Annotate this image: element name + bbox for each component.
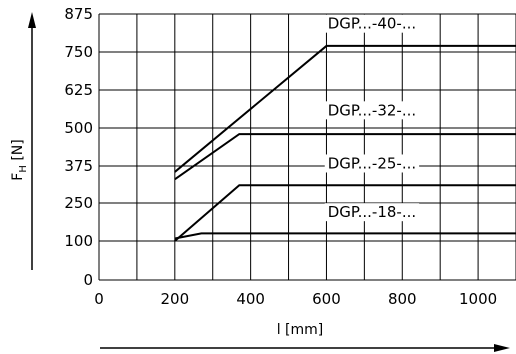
- series-line-3: [174, 232, 516, 240]
- x-axis-label: l [mm]: [277, 322, 324, 338]
- series-label-2: DGP...-25-...: [328, 154, 416, 172]
- y-tick-label: 625: [64, 81, 93, 99]
- y-tick-label: 375: [64, 157, 93, 175]
- series-line-1: [174, 133, 516, 181]
- curves: [174, 44, 516, 242]
- series-labels: DGP...-40-... DGP...-32-... DGP...-25-... D…: [324, 14, 420, 222]
- x-tick-label: 400: [236, 290, 265, 308]
- series-line-0: [174, 44, 516, 173]
- series-label-1: DGP...-32-...: [328, 101, 416, 119]
- x-tick-label: 1000: [459, 290, 497, 308]
- y-axis-arrow: [28, 12, 36, 270]
- y-tick-label: 100: [64, 232, 93, 250]
- y-axis-label: FH [N]: [10, 139, 29, 180]
- series-label-backdrop: [324, 154, 420, 173]
- x-tick-label: 800: [388, 290, 417, 308]
- x-tick-label: 0: [94, 290, 104, 308]
- series-label-3: DGP...-18-...: [328, 203, 416, 221]
- x-tick-label: 600: [312, 290, 341, 308]
- series-label-backdrop: [324, 14, 420, 33]
- x-axis-arrow: [100, 344, 510, 352]
- tick-labels: 0 100 250 375 500 625 750 875 0 200 400 600 800 1000: [64, 5, 497, 308]
- y-tick-label: 750: [64, 43, 93, 61]
- x-tick-label: 200: [160, 290, 189, 308]
- y-tick-label: 875: [64, 5, 93, 23]
- series-label-backdrop: [324, 203, 420, 222]
- series-label-0: DGP...-40-...: [328, 15, 416, 33]
- y-tick-label: 500: [64, 119, 93, 137]
- series-label-backdrop: [324, 101, 420, 120]
- grid: [98, 13, 516, 281]
- y-tick-label: 250: [64, 194, 93, 212]
- series-line-2: [174, 184, 516, 242]
- y-tick-label: 0: [83, 271, 93, 289]
